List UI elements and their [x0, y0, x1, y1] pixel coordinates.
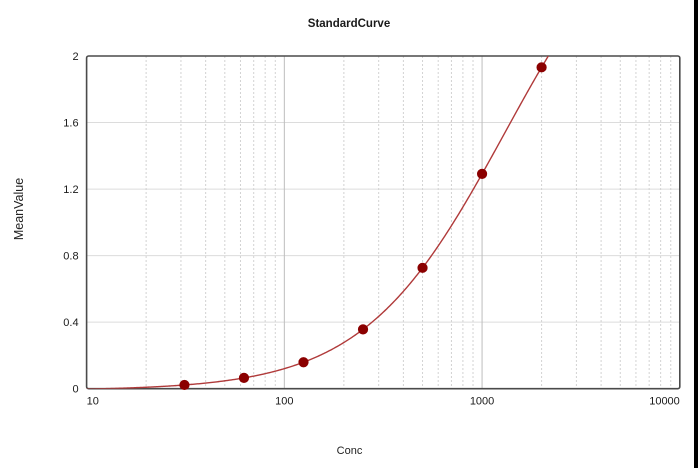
svg-text:0.4: 0.4: [63, 317, 78, 329]
svg-text:1000: 1000: [470, 396, 494, 408]
svg-text:0: 0: [72, 384, 78, 396]
svg-text:10: 10: [87, 396, 99, 408]
svg-text:1.2: 1.2: [63, 184, 78, 196]
svg-text:0.8: 0.8: [63, 251, 78, 263]
svg-text:10000: 10000: [649, 396, 680, 408]
svg-text:2: 2: [72, 51, 78, 63]
svg-text:100: 100: [275, 396, 293, 408]
svg-text:1.6: 1.6: [63, 118, 78, 130]
